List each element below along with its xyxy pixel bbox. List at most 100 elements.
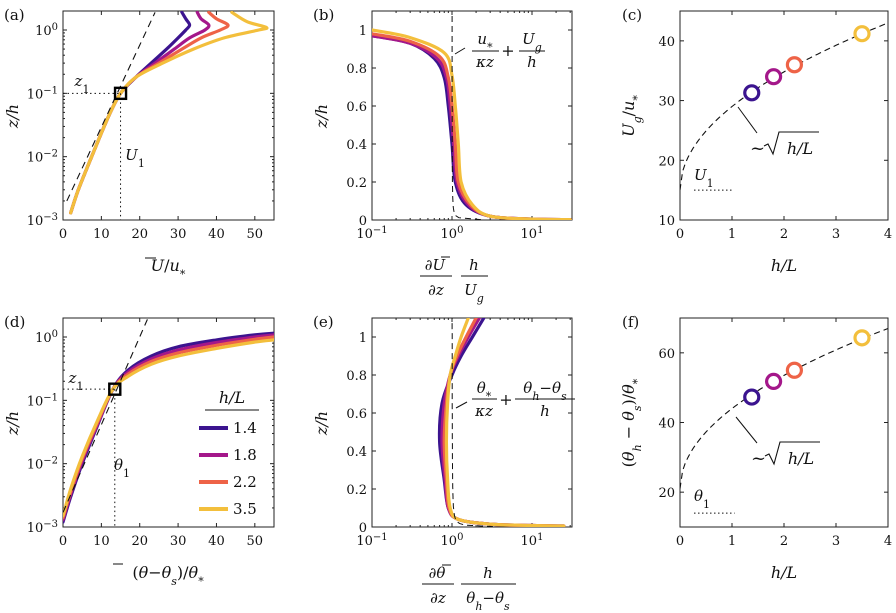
y-tick-label: 10−2 (27, 455, 58, 473)
x-tick-label-exp: 1 (537, 225, 543, 236)
x-tick-label-base: 10 (521, 534, 538, 549)
xlabel-text: h/L (771, 256, 797, 275)
xlabel-text-part: u (170, 256, 180, 275)
z1-annotation-part: 1 (76, 380, 83, 393)
ylabel-text-part: z/h (312, 411, 331, 436)
x-tick-label: 0 (676, 227, 684, 242)
y-tick-label: 0.8 (346, 369, 367, 384)
y-tick-label-exp: −3 (43, 519, 58, 530)
x-tick-label: 1 (728, 534, 736, 549)
y-tick-label-exp: 0 (52, 329, 58, 340)
xl-den2-part: θ (495, 589, 504, 607)
x-tick-label: 3 (832, 534, 840, 549)
x-tick-label: 4 (884, 227, 892, 242)
ylabel-text-part: θ (619, 384, 638, 394)
x-tick-label: 0 (676, 534, 684, 549)
frac1-num: u* (477, 30, 493, 54)
theta1-annotation-part: 1 (123, 467, 130, 480)
y-tick-label: 60 (658, 347, 675, 362)
xl-den2-part: g (477, 292, 484, 305)
series-line-1.8 (69, 11, 211, 215)
y-tick-label-base: 10 (27, 521, 44, 536)
xl-num1: ∂U (425, 256, 447, 274)
xlabel-text-part: * (198, 575, 204, 588)
xl-den1: ∂z (428, 281, 444, 299)
frac2-num-part: U (522, 30, 536, 48)
series-group (66, 11, 269, 215)
xl-num1: ∂θ (429, 564, 446, 582)
z1-annotation-part: z (74, 72, 83, 90)
x-tick-label: 40 (208, 534, 225, 549)
series-line-3.5 (63, 338, 274, 518)
ylabel-text-part: θ (619, 411, 638, 421)
y-tick-label-exp: −1 (43, 85, 58, 96)
u1-annotation: U1 (125, 146, 145, 170)
x-tick-label-exp: −1 (373, 532, 388, 543)
z1-annotation: z1 (74, 72, 90, 96)
x-tick-label: 2 (780, 227, 788, 242)
x-tick-label: 20 (131, 227, 148, 242)
reference-annotation: θ*κz+θh−θsh (455, 379, 575, 420)
x-tick-label-base: 10 (521, 227, 538, 242)
y-tick-label-exp: −1 (43, 392, 58, 403)
y-tick-label: 30 (658, 95, 675, 110)
sqrt-radical (763, 131, 819, 156)
y-tick-label: 10 (658, 214, 675, 229)
y-tick-label-base: 10 (35, 331, 52, 346)
axes-frame (679, 317, 889, 528)
x-tick-label-base: 10 (441, 534, 458, 549)
panel-label: (f) (622, 313, 639, 331)
y-tick-label: 40 (658, 35, 675, 50)
x-tick-label: 0 (59, 227, 67, 242)
x-tick-label-exp: 0 (457, 225, 463, 236)
series-line-3.5 (69, 11, 269, 215)
xl-den2-part: h (475, 600, 482, 613)
ylabel-text-part: * (631, 378, 644, 384)
xlabel-text-part: h/L (771, 256, 797, 275)
xl-num2-part: h (483, 564, 493, 582)
theta1-annotation-part: θ (114, 456, 123, 474)
panel-c-axes: 0 1 2 3 4 10 20 30 40 (c) (622, 6, 892, 242)
series-line-1.4 (69, 11, 192, 215)
ylabel-text-part: − (619, 421, 638, 445)
x-tick-label: 50 (247, 227, 264, 242)
y-tick-label: 10−3 (27, 519, 58, 537)
frac1-den: κz (475, 53, 494, 71)
marker-square (113, 86, 128, 101)
y-tick-label: 1 (359, 331, 367, 346)
sqrt-fit-curve (680, 327, 888, 489)
ylabel-text: Ug/u* (619, 95, 644, 137)
ylabel-text-part: z/h (312, 104, 331, 129)
y-tick-label: 10−3 (27, 212, 58, 230)
baseline-label-part: U (694, 166, 708, 184)
frac1-num-part: * (487, 41, 493, 54)
y-tick-label: 0.8 (346, 62, 367, 77)
sqrt-radicand-part: h/L (788, 449, 814, 468)
y-tick-label: 40 (658, 417, 675, 432)
x-tick-label-base: 10 (356, 227, 373, 242)
panel-label: (c) (622, 6, 642, 24)
ylabel: z/h (312, 104, 331, 129)
frac1-num-part: * (486, 390, 492, 403)
z1-annotation-part: z (68, 369, 77, 387)
point-1.8 (764, 68, 783, 86)
x-tick-label: 100 (441, 532, 464, 550)
x-tick-label: 50 (247, 534, 264, 549)
log-law-line (66, 12, 156, 202)
legend-label-1.8: 1.8 (233, 446, 257, 464)
y-tick-label-base: 10 (27, 214, 44, 229)
x-tick-label: 10−1 (356, 225, 387, 243)
sqrt-annotation: ~ h/L (751, 441, 820, 469)
plus-sign: + (499, 390, 512, 409)
z1-annotation-part: 1 (82, 83, 89, 96)
sqrt-radicand-part: h/L (787, 139, 813, 158)
xl-den2-part: s (504, 600, 510, 613)
fit-group (680, 327, 888, 489)
axes-frame (371, 317, 573, 528)
x-tick-label: 10 (93, 534, 110, 549)
series-line-2.2 (69, 11, 230, 215)
ylabel: (θh − θs)/θ* (619, 378, 644, 467)
